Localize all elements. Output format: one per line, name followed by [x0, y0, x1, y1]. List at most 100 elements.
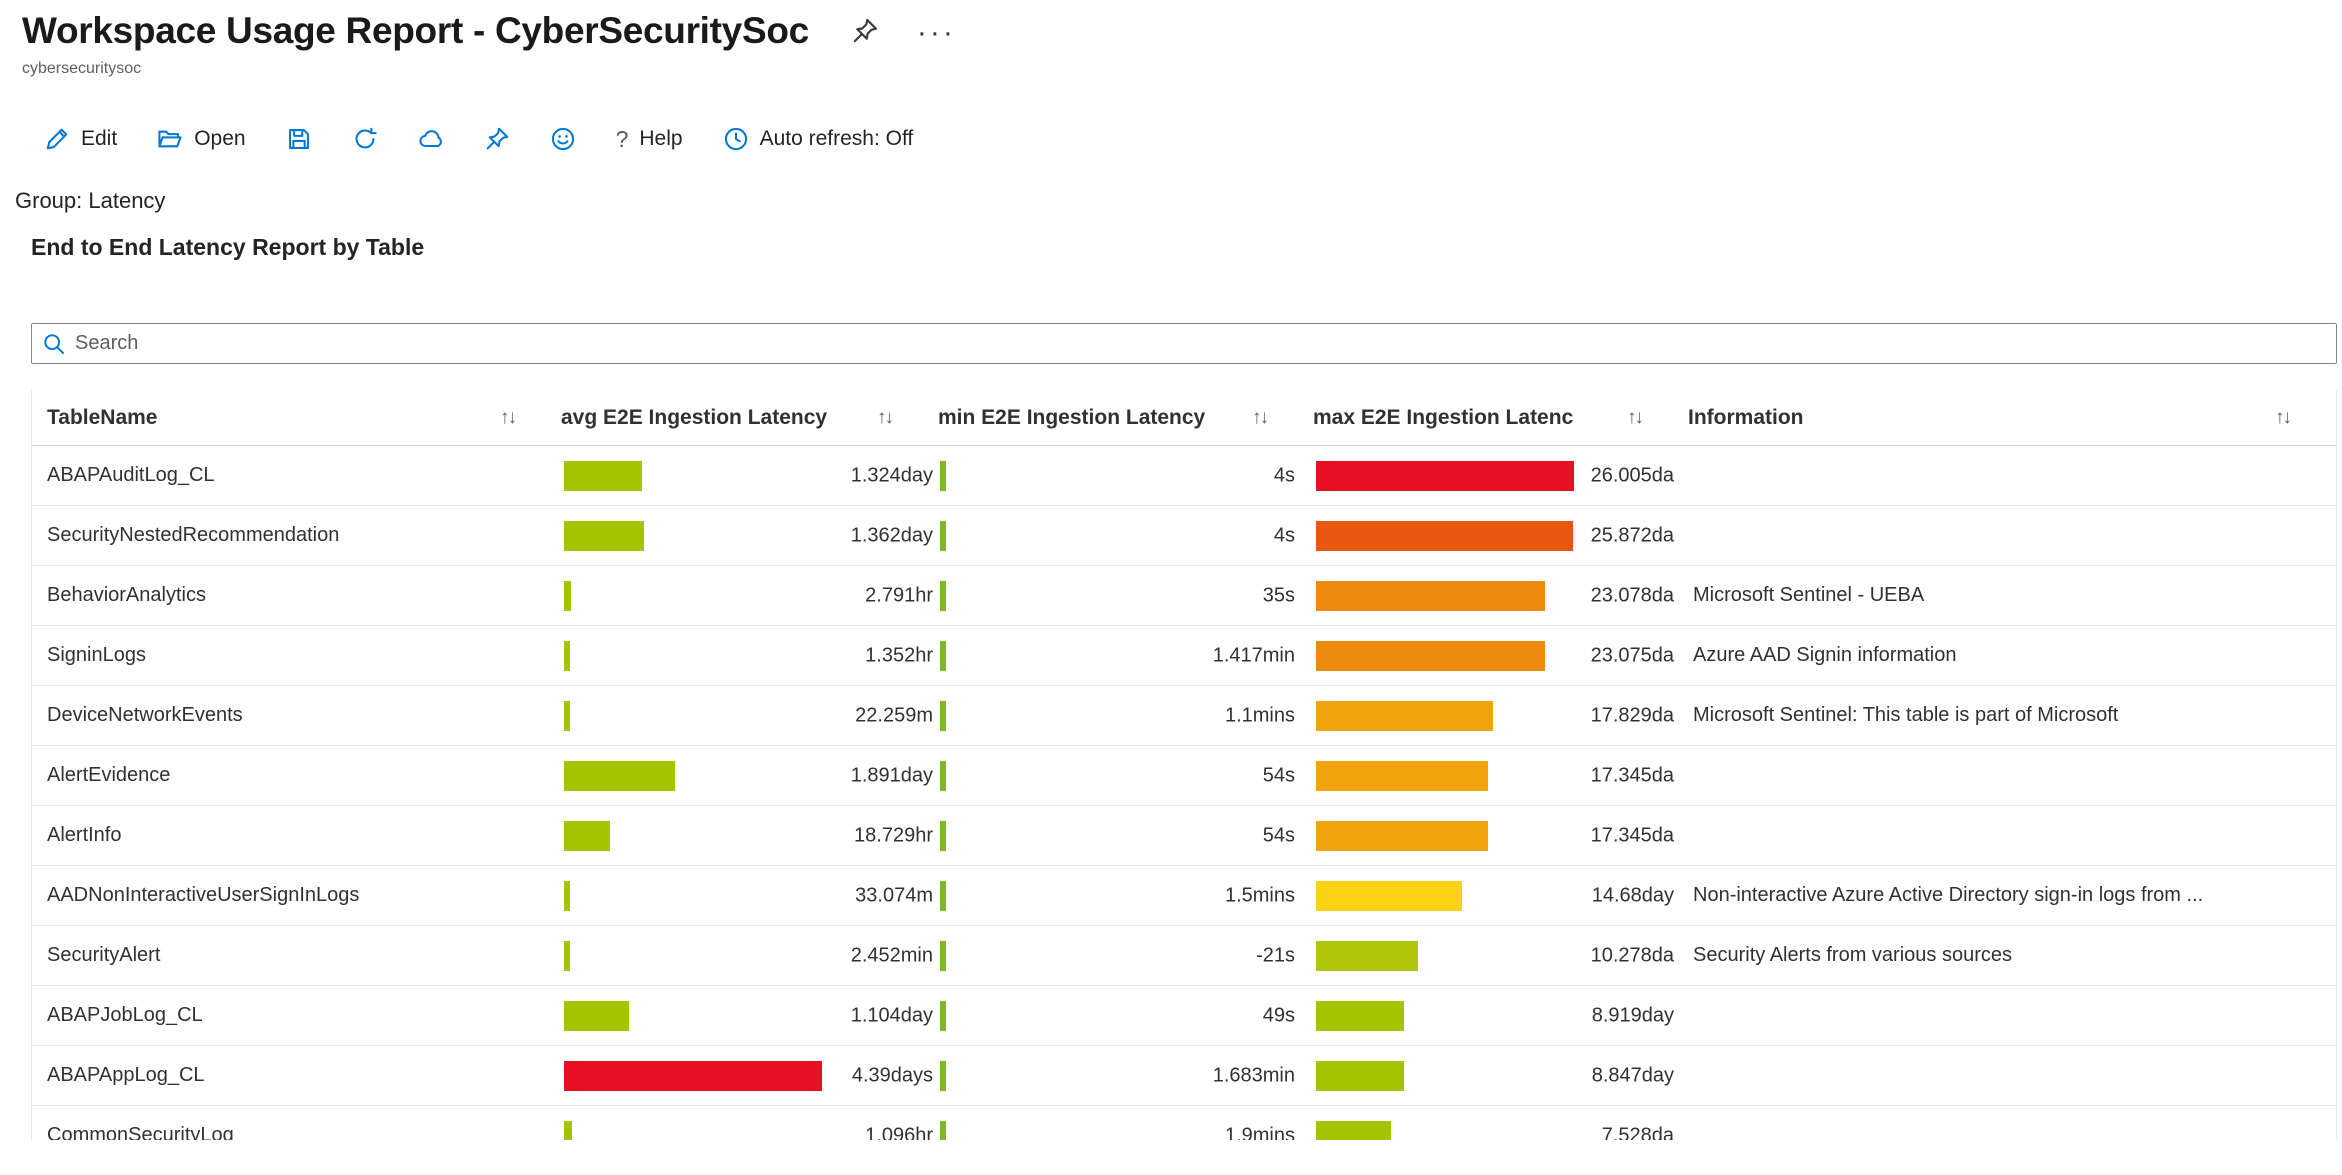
- pin-to-dashboard-icon[interactable]: [851, 17, 879, 50]
- cell-max-latency: 23.075da: [1313, 626, 1688, 685]
- refresh-icon: [355, 127, 377, 149]
- cell-min-latency: 35s: [938, 566, 1313, 625]
- column-header-min-latency[interactable]: min E2E Ingestion Latency ↑↓: [938, 405, 1269, 429]
- cell-table-name: AADNonInteractiveUserSignInLogs: [47, 884, 360, 906]
- avg-latency-bar: [564, 1001, 629, 1031]
- table-row[interactable]: DeviceNetworkEvents 22.259m 1.1mins 17.8…: [32, 686, 2336, 746]
- cell-min-latency: -21s: [938, 926, 1313, 985]
- table-row[interactable]: ABAPAppLog_CL 4.39days 1.683min 8.847day: [32, 1046, 2336, 1106]
- cell-avg-latency: 22.259m: [561, 686, 938, 745]
- table-row[interactable]: SecurityAlert 2.452min -21s 10.278da Sec…: [32, 926, 2336, 986]
- search-input[interactable]: [75, 332, 2326, 355]
- cell-max-latency: 17.345da: [1313, 806, 1688, 865]
- sort-icon: ↑↓: [2275, 406, 2292, 428]
- cell-table-name: ABAPAppLog_CL: [47, 1064, 205, 1086]
- open-button[interactable]: Open: [157, 126, 246, 152]
- share-button[interactable]: [418, 126, 444, 152]
- table-row[interactable]: BehaviorAnalytics 2.791hr 35s 23.078da M…: [32, 566, 2336, 626]
- min-latency-bar: [940, 821, 946, 851]
- open-folder-icon: [158, 130, 182, 148]
- min-latency-bar: [940, 581, 946, 611]
- cell-table-name: DeviceNetworkEvents: [47, 704, 243, 726]
- toolbar: Edit Open ? Help: [44, 120, 2342, 158]
- avg-latency-bar: [564, 701, 570, 731]
- max-latency-bar: [1316, 521, 1573, 551]
- avg-latency-bar: [564, 521, 644, 551]
- table-row[interactable]: AlertEvidence 1.891day 54s 17.345da: [32, 746, 2336, 806]
- sort-icon: ↑↓: [1252, 406, 1269, 428]
- help-button[interactable]: ? Help: [616, 126, 683, 153]
- cell-avg-latency: 1.891day: [561, 746, 938, 805]
- table-row[interactable]: ABAPJobLog_CL 1.104day 49s 8.919day: [32, 986, 2336, 1046]
- save-icon: [288, 129, 309, 149]
- avg-latency-bar: [564, 881, 570, 911]
- max-latency-bar: [1316, 1001, 1404, 1031]
- avg-latency-bar: [564, 641, 570, 671]
- more-options-icon[interactable]: ···: [916, 16, 956, 49]
- cell-max-latency: 10.278da: [1313, 926, 1688, 985]
- cell-table-name: BehaviorAnalytics: [47, 584, 206, 606]
- cell-min-latency: 1.683min: [938, 1046, 1313, 1105]
- cell-max-latency: 25.872da: [1313, 506, 1688, 565]
- cell-table-name: AlertEvidence: [47, 764, 171, 786]
- open-label: Open: [194, 127, 246, 150]
- cell-avg-latency: 1.104day: [561, 986, 938, 1045]
- cell-information: [1688, 986, 2336, 1045]
- cell-max-latency: 14.68day: [1313, 866, 1688, 925]
- cloud-icon: [419, 130, 442, 148]
- max-latency-bar: [1316, 581, 1545, 611]
- max-latency-bar: [1316, 701, 1493, 731]
- max-latency-bar: [1316, 881, 1462, 911]
- column-header-avg-latency[interactable]: avg E2E Ingestion Latency ↑↓: [561, 405, 894, 429]
- cell-min-latency: 1.9mins: [938, 1106, 1313, 1140]
- cell-min-latency: 49s: [938, 986, 1313, 1045]
- cell-max-latency: 7.528da: [1313, 1106, 1688, 1140]
- table-row[interactable]: AADNonInteractiveUserSignInLogs 33.074m …: [32, 866, 2336, 926]
- cell-information: [1688, 446, 2336, 505]
- min-latency-bar: [940, 761, 946, 791]
- avg-latency-bar: [564, 1061, 822, 1091]
- table-row[interactable]: CommonSecurityLog 1.096hr 1.9mins 7.528d…: [32, 1106, 2336, 1140]
- min-latency-bar: [940, 1001, 946, 1031]
- save-button[interactable]: [286, 126, 312, 152]
- auto-refresh-button[interactable]: Auto refresh: Off: [723, 126, 913, 152]
- min-latency-bar: [940, 521, 946, 551]
- cell-avg-latency: 1.096hr: [561, 1106, 938, 1140]
- table-row[interactable]: SecurityNestedRecommendation 1.362day 4s…: [32, 506, 2336, 566]
- cell-max-latency: 8.919day: [1313, 986, 1688, 1045]
- avg-latency-bar: [564, 1121, 572, 1140]
- avg-latency-bar: [564, 461, 642, 491]
- min-latency-bar: [940, 1061, 946, 1091]
- cell-max-latency: 17.345da: [1313, 746, 1688, 805]
- column-header-information[interactable]: Information ↑↓: [1688, 405, 2292, 429]
- cell-max-latency: 26.005da: [1313, 446, 1688, 505]
- min-latency-bar: [940, 1121, 946, 1140]
- column-header-max-latency[interactable]: max E2E Ingestion Latenc ↑↓: [1313, 405, 1644, 429]
- column-header-tablename[interactable]: TableName ↑↓: [47, 405, 517, 429]
- cell-information: Microsoft Sentinel - UEBA: [1693, 584, 1925, 606]
- cell-avg-latency: 2.791hr: [561, 566, 938, 625]
- cell-avg-latency: 1.324day: [561, 446, 938, 505]
- search-box: [31, 323, 2337, 364]
- search-icon: [44, 333, 64, 354]
- cell-table-name: AlertInfo: [47, 824, 122, 846]
- cell-avg-latency: 1.352hr: [561, 626, 938, 685]
- workspace-subtitle: cybersecuritysoc: [22, 60, 142, 77]
- edit-button[interactable]: Edit: [44, 126, 117, 152]
- page-title: Workspace Usage Report - CyberSecuritySo…: [22, 10, 809, 51]
- min-latency-bar: [940, 641, 946, 671]
- cell-min-latency: 1.1mins: [938, 686, 1313, 745]
- sort-icon: ↑↓: [877, 406, 894, 428]
- feedback-button[interactable]: [550, 126, 576, 152]
- min-latency-bar: [940, 701, 946, 731]
- refresh-button[interactable]: [352, 126, 378, 152]
- table-row[interactable]: ABAPAuditLog_CL 1.324day 4s 26.005da: [32, 446, 2336, 506]
- cell-information: [1688, 746, 2336, 805]
- table-row[interactable]: SigninLogs 1.352hr 1.417min 23.075da Azu…: [32, 626, 2336, 686]
- pin-button[interactable]: [484, 126, 510, 152]
- latency-table: TableName ↑↓ avg E2E Ingestion Latency ↑…: [31, 390, 2337, 1140]
- max-latency-bar: [1316, 761, 1488, 791]
- cell-min-latency: 4s: [938, 506, 1313, 565]
- table-row[interactable]: AlertInfo 18.729hr 54s 17.345da: [32, 806, 2336, 866]
- max-latency-bar: [1316, 821, 1488, 851]
